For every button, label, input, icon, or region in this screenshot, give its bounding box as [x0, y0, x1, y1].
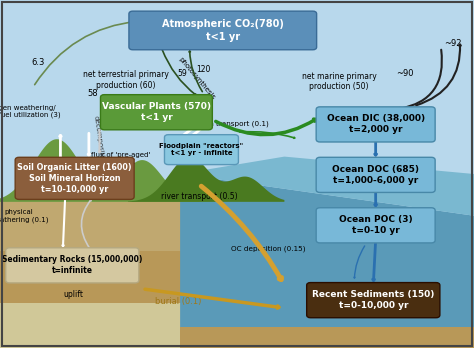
Text: burial (0.1): burial (0.1) [155, 296, 201, 306]
Text: Kerogen weathering/
fossil fuel utilization (3): Kerogen weathering/ fossil fuel utilizat… [0, 105, 60, 118]
Polygon shape [0, 184, 246, 348]
FancyBboxPatch shape [15, 157, 134, 199]
Polygon shape [180, 327, 474, 348]
Text: uplift: uplift [64, 290, 83, 299]
Text: Floodplain "reactors"
t<1 yr - infinite: Floodplain "reactors" t<1 yr - infinite [159, 143, 244, 156]
Text: eolian transport (0.1): eolian transport (0.1) [191, 120, 268, 127]
Polygon shape [180, 157, 474, 216]
Text: Recent Sediments (150)
t=0-10,000 yr: Recent Sediments (150) t=0-10,000 yr [312, 290, 435, 310]
Polygon shape [180, 174, 474, 348]
Polygon shape [0, 251, 246, 348]
Text: physical
weathering (0.1): physical weathering (0.1) [0, 209, 48, 222]
Text: 120: 120 [197, 65, 211, 74]
Text: Atmospheric CO₂(780)
t<1 yr: Atmospheric CO₂(780) t<1 yr [162, 19, 284, 42]
FancyBboxPatch shape [316, 208, 435, 243]
Text: ~90: ~90 [397, 69, 414, 78]
Text: decomposition: decomposition [93, 115, 106, 167]
Text: ~92: ~92 [444, 39, 461, 48]
Text: 59: 59 [178, 69, 187, 78]
Text: Vascular Plants (570)
t<1 yr: Vascular Plants (570) t<1 yr [102, 102, 211, 122]
Text: river transport (0.5): river transport (0.5) [161, 192, 237, 201]
Text: 58: 58 [87, 89, 98, 98]
Text: net marine primary
production (50): net marine primary production (50) [301, 72, 376, 92]
Text: Soil Organic Litter (1600)
Soil Mineral Horizon
t=10-10,000 yr: Soil Organic Litter (1600) Soil Mineral … [18, 163, 132, 194]
Polygon shape [0, 139, 265, 202]
FancyBboxPatch shape [6, 248, 139, 283]
Text: net terrestrial primary
production (60): net terrestrial primary production (60) [82, 70, 169, 90]
Text: OC deposition (0.15): OC deposition (0.15) [230, 246, 305, 252]
FancyBboxPatch shape [129, 11, 317, 50]
FancyBboxPatch shape [316, 107, 435, 142]
Text: 6.3: 6.3 [31, 58, 45, 67]
FancyBboxPatch shape [307, 283, 440, 318]
FancyBboxPatch shape [100, 95, 212, 130]
Text: Ocean POC (3)
t=0-10 yr: Ocean POC (3) t=0-10 yr [339, 215, 412, 235]
Polygon shape [0, 303, 246, 348]
Text: flux of 'pre-aged'
TeRR OC: flux of 'pre-aged' TeRR OC [91, 152, 151, 165]
Text: photosynthesis: photosynthesis [177, 56, 216, 101]
Text: Sedimentary Rocks (15,000,000)
t=infinite: Sedimentary Rocks (15,000,000) t=infinit… [2, 255, 143, 275]
FancyBboxPatch shape [316, 157, 435, 192]
Text: Ocean DIC (38,000)
t=2,000 yr: Ocean DIC (38,000) t=2,000 yr [327, 114, 425, 134]
FancyBboxPatch shape [164, 135, 238, 165]
Text: Ocean DOC (685)
t=1,000-6,000 yr: Ocean DOC (685) t=1,000-6,000 yr [332, 165, 419, 185]
Text: humification (50): humification (50) [38, 159, 100, 165]
Polygon shape [128, 157, 284, 202]
